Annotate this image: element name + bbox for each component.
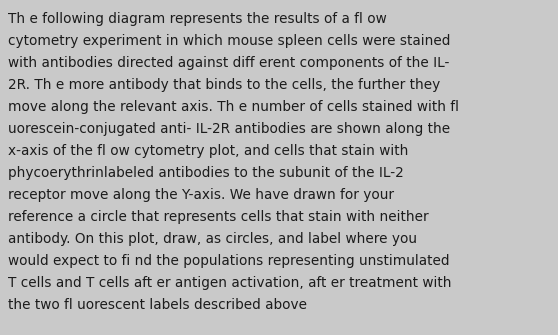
Text: the two fl uorescent labels described above: the two fl uorescent labels described ab… [8,298,307,312]
Text: uorescein-conjugated anti- IL-2R antibodies are shown along the: uorescein-conjugated anti- IL-2R antibod… [8,122,450,136]
Text: x-axis of the fl ow cytometry plot, and cells that stain with: x-axis of the fl ow cytometry plot, and … [8,144,408,158]
Text: Th e following diagram represents the results of a fl ow: Th e following diagram represents the re… [8,12,387,26]
Text: 2R. Th e more antibody that binds to the cells, the further they: 2R. Th e more antibody that binds to the… [8,78,440,92]
Text: would expect to fi nd the populations representing unstimulated: would expect to fi nd the populations re… [8,254,450,268]
Text: receptor move along the Y-axis. We have drawn for your: receptor move along the Y-axis. We have … [8,188,394,202]
Text: phycoerythrinlabeled antibodies to the subunit of the IL-2: phycoerythrinlabeled antibodies to the s… [8,166,404,180]
Text: reference a circle that represents cells that stain with neither: reference a circle that represents cells… [8,210,429,224]
Text: antibody. On this plot, draw, as circles, and label where you: antibody. On this plot, draw, as circles… [8,232,417,246]
Text: move along the relevant axis. Th e number of cells stained with fl: move along the relevant axis. Th e numbe… [8,100,459,114]
Text: cytometry experiment in which mouse spleen cells were stained: cytometry experiment in which mouse sple… [8,34,450,48]
Text: T cells and T cells aft er antigen activation, aft er treatment with: T cells and T cells aft er antigen activ… [8,276,451,290]
Text: with antibodies directed against diff erent components of the IL-: with antibodies directed against diff er… [8,56,449,70]
